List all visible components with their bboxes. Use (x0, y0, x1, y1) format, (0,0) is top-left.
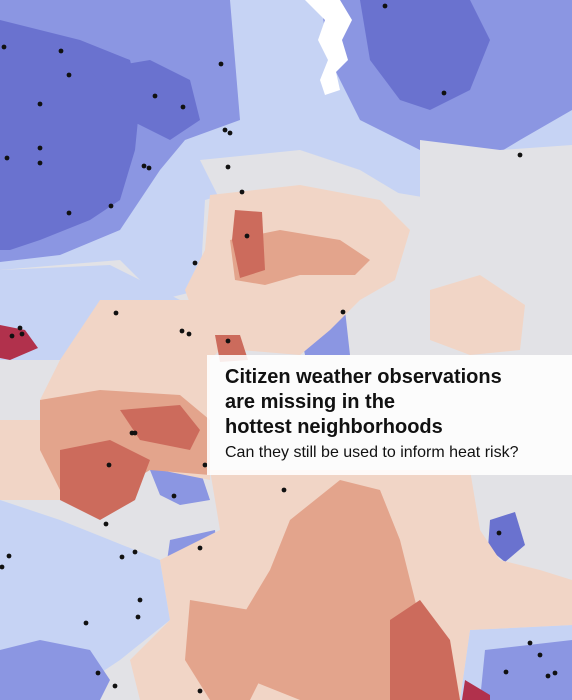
station-dot (66, 72, 72, 78)
station-dot (197, 688, 203, 694)
station-dot (244, 233, 250, 239)
station-dot (106, 462, 112, 468)
hot-regions (0, 325, 490, 700)
station-dot (186, 331, 192, 337)
station-dot (113, 310, 119, 316)
station-dot (537, 652, 543, 658)
cool-dark-regions (0, 0, 525, 562)
station-dots (0, 3, 558, 694)
station-dot (9, 333, 15, 339)
station-dot (95, 670, 101, 676)
station-dot (132, 430, 138, 436)
station-dot (137, 597, 143, 603)
station-dot (382, 3, 388, 9)
station-dot (6, 553, 12, 559)
station-dot (340, 309, 346, 315)
station-dot (503, 669, 509, 675)
station-dot (222, 127, 228, 133)
station-dot (179, 328, 185, 334)
station-dot (527, 640, 533, 646)
station-dot (192, 260, 198, 266)
station-dot (135, 614, 141, 620)
reservoir-water (305, 0, 352, 95)
station-dot (1, 44, 7, 50)
station-dot (141, 163, 147, 169)
station-dot (152, 93, 158, 99)
warm-dark-regions (60, 210, 460, 700)
station-dot (83, 620, 89, 626)
station-dot (441, 90, 447, 96)
station-dot (58, 48, 64, 54)
station-dot (66, 210, 72, 216)
station-dot (225, 164, 231, 170)
headline-line-1: Citizen weather observations (225, 366, 502, 388)
station-dot (4, 155, 10, 161)
station-dot (108, 203, 114, 209)
station-dot (218, 61, 224, 67)
station-dot (17, 325, 23, 331)
station-dot (281, 487, 287, 493)
station-dot (19, 331, 25, 337)
station-dot (171, 493, 177, 499)
station-dot (202, 462, 208, 468)
headline-line-3: hottest neighborhoods (225, 416, 443, 438)
station-dot (146, 165, 152, 171)
headline-subtitle: Can they still be used to inform heat ri… (225, 444, 519, 461)
station-dot (37, 160, 43, 166)
station-dot (37, 101, 43, 107)
station-dot (112, 683, 118, 689)
station-dot (103, 521, 109, 527)
station-dot (496, 530, 502, 536)
station-dot (517, 152, 523, 158)
station-dot (225, 338, 231, 344)
headline-line-2: are missing in the (225, 391, 396, 413)
station-dot (180, 104, 186, 110)
station-dot (552, 670, 558, 676)
station-dot (239, 189, 245, 195)
station-dot (545, 673, 551, 679)
station-dot (197, 545, 203, 551)
station-dot (119, 554, 125, 560)
station-dot (132, 549, 138, 555)
headline-card: Citizen weather observations are missing… (207, 355, 572, 475)
station-dot (37, 145, 43, 151)
station-dot (0, 564, 5, 570)
station-dot (227, 130, 233, 136)
